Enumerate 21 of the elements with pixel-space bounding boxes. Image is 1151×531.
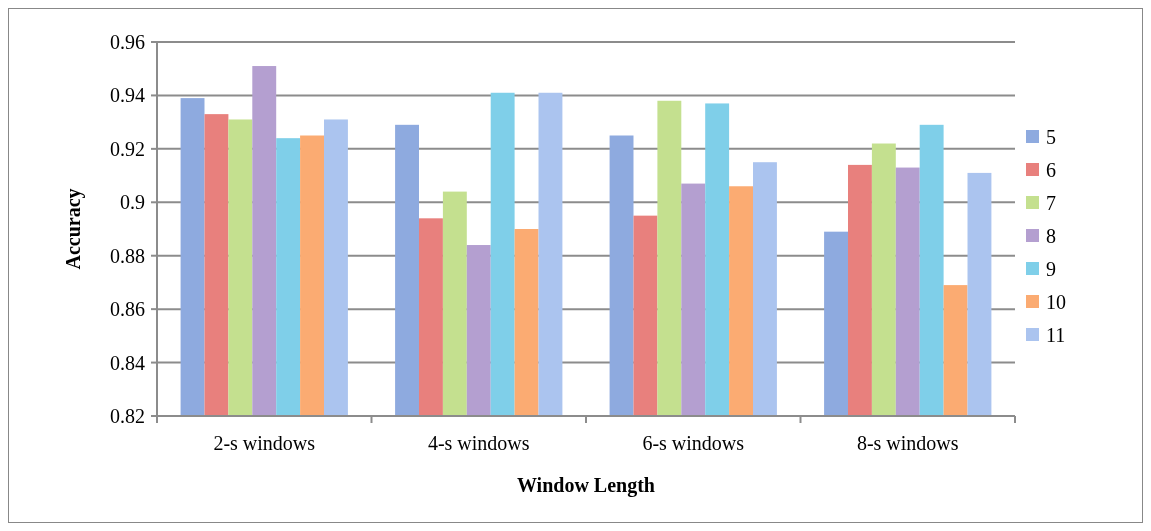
y-tick-label: 0.92 (110, 137, 145, 160)
x-tick-label: 4-s windows (427, 432, 530, 454)
y-tick-label: 0.84 (110, 351, 145, 374)
x-tick-label: 6-s windows (642, 432, 745, 454)
x-tick-label: 2-s windows (213, 432, 316, 454)
y-tick-label: 0.94 (110, 84, 145, 107)
legend-label: 8 (1046, 225, 1056, 247)
y-tick-label: 0.88 (110, 244, 145, 267)
legend-label: 10 (1046, 291, 1066, 313)
legend-label: 7 (1046, 192, 1056, 214)
y-tick-label: 0.9 (120, 191, 145, 214)
y-tick-label: 0.82 (110, 405, 145, 427)
y-axis-title: Accuracy (62, 188, 85, 270)
y-tick-label: 0.96 (110, 31, 145, 53)
x-axis-title: Window Length (516, 474, 656, 497)
legend-label: 5 (1046, 126, 1056, 148)
x-tick-label: 8-s windows (856, 432, 959, 454)
legend-label: 6 (1046, 159, 1056, 181)
legend-label: 9 (1046, 258, 1056, 280)
y-tick-label: 0.86 (110, 298, 145, 321)
legend-label: 11 (1046, 324, 1066, 346)
